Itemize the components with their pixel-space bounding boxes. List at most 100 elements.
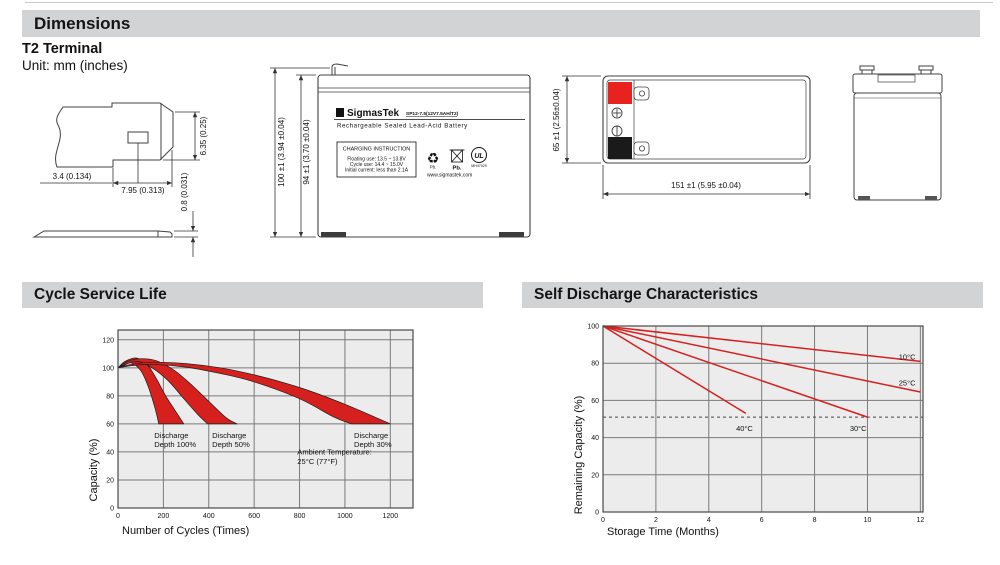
label-subtitle: Rechargeable Sealed Lead-Acid Battery [337, 123, 468, 130]
section-title: Cycle Service Life [34, 286, 167, 303]
dimension-drawings: 3.4 (0.134) 7.95 (0.313) 6.35 (0.25) 0.8… [32, 63, 943, 257]
y-tick-label: 20 [591, 472, 599, 479]
crossed-bin-pb-icon [449, 149, 465, 163]
chart-annotation: Discharge [354, 431, 388, 440]
temperature-line [602, 325, 868, 418]
temperature-label: 30°C [850, 424, 867, 433]
section-title: Dimensions [34, 13, 131, 33]
temperature-line [602, 325, 747, 415]
chart-annotation: Ambient Temperature: [297, 448, 372, 457]
terminal-type-heading: T2 Terminal [22, 41, 103, 57]
charging-line-3: Initial current: less than 2.1A [345, 168, 409, 174]
section-title: Self Discharge Characteristics [534, 286, 758, 303]
y-tick-label: 0 [110, 506, 114, 513]
x-tick-label: 400 [203, 513, 215, 520]
section-header-self-discharge: Self Discharge Characteristics [522, 282, 983, 308]
top-view-dimension-lines [562, 75, 811, 199]
sigma-logo-letter: Σ [338, 111, 342, 118]
x-tick-label: 1000 [337, 513, 353, 520]
dim-top-length: 151 ±1 (5.95 ±0.04) [671, 181, 741, 190]
negative-terminal-black [608, 137, 632, 159]
y-tick-label: 0 [595, 510, 599, 517]
end-terminal [918, 65, 934, 71]
chart-annotation: Discharge [212, 431, 246, 440]
temperature-label: 25°C [899, 379, 916, 388]
ul-mark-icon [471, 147, 487, 163]
x-tick-label: 2 [654, 517, 658, 524]
negative-faston-tab [633, 141, 650, 156]
battery-end-view [852, 65, 943, 201]
dim-case-height: 94 ±1 (3.70 ±0.04) [302, 119, 311, 185]
dim-hole-offset: 3.4 (0.134) [53, 172, 92, 181]
plot-area [603, 326, 923, 512]
charging-line-2: Cycle use: 14.4 ~ 15.0V [350, 162, 404, 168]
x-tick-label: 1200 [383, 513, 399, 520]
sigma-logo-icon [336, 108, 344, 117]
terminal-dimension-lines [40, 111, 200, 257]
y-tick-label: 20 [106, 477, 114, 484]
x-tick-label: 0 [601, 517, 605, 524]
end-terminal [859, 65, 875, 71]
charging-line-1: Floating use: 13.5 ~ 13.8V [347, 157, 406, 163]
cycle-service-life-chart: 0 200 400 600 800 1000 1200 0 20 40 60 80 100 120 Disc… [88, 329, 414, 537]
chart-annotation: Depth 30% [354, 440, 392, 449]
temperature-label: 10°C [899, 352, 916, 361]
y-tick-label: 60 [591, 398, 599, 405]
top-divider [25, 2, 993, 3]
temperature-line [602, 325, 921, 363]
x-tick-label: 600 [248, 513, 260, 520]
battery-label: Σ SigmasTek SP12-7.5(12V7.5AH/T2) Rechar… [334, 108, 525, 179]
y-tick-label: 80 [591, 361, 599, 368]
battery-foot [858, 196, 870, 200]
battery-top-view [602, 75, 811, 164]
chart-annotation: Depth 50% [212, 440, 250, 449]
y-axis-title: Remaining Capacity (%) [573, 396, 585, 515]
y-tick-label: 40 [106, 449, 114, 456]
unit-note: Unit: mm (inches) [22, 58, 128, 73]
chart-annotation: Depth 100% [154, 440, 196, 449]
x-tick-label: 0 [116, 513, 120, 520]
chart-annotation: 25°C (77°F) [297, 457, 338, 466]
recycle-pb-text: Pb. [430, 165, 436, 170]
dim-top-width: 65 ±1 (2.56±0.04) [552, 88, 561, 151]
battery-foot [499, 232, 524, 237]
battery-foot [321, 232, 346, 237]
recycle-pb-icon: ♻ [427, 151, 440, 167]
bin-pb-text: Pb. [452, 166, 461, 172]
front-view-dimension-lines [270, 67, 330, 238]
self-discharge-chart: 0 2 4 6 8 10 12 0 20 40 60 80 100 10°C 25°C 30°C 40°C Sto… [573, 324, 924, 539]
charging-instruction-box [336, 141, 417, 178]
x-axis-title: Number of Cycles (Times) [122, 525, 249, 537]
y-tick-label: 100 [587, 324, 599, 331]
dim-terminal-width: 7.95 (0.313) [121, 186, 164, 195]
terminal-detail-drawing [32, 102, 174, 238]
model-number: SP12-7.5(12V7.5AH/T2) [406, 111, 459, 117]
dim-overall-height: 100 ±1 (3.94 ±0.04) [277, 117, 286, 187]
y-tick-label: 60 [106, 421, 114, 428]
terminal-hole [127, 131, 149, 144]
minus-terminal-icon [611, 125, 623, 137]
x-tick-label: 800 [294, 513, 306, 520]
x-tick-label: 8 [813, 517, 817, 524]
plus-terminal-icon [611, 107, 623, 119]
dim-terminal-thickness: 0.8 (0.031) [180, 172, 189, 211]
brand-name: SigmasTek [347, 108, 399, 119]
y-tick-label: 80 [106, 393, 114, 400]
x-tick-label: 10 [864, 517, 872, 524]
discharge-depth-band [117, 357, 185, 425]
x-axis-title: Storage Time (Months) [607, 526, 719, 538]
x-tick-label: 6 [760, 517, 764, 524]
y-tick-label: 40 [591, 435, 599, 442]
battery-foot [925, 196, 937, 200]
discharge-depth-band [117, 361, 391, 425]
dim-terminal-height: 6.35 (0.25) [199, 116, 208, 155]
section-header-dimensions: Dimensions [22, 10, 980, 37]
website-text: www.sigmastek.com [427, 173, 472, 179]
ul-file-number: MH47929 [471, 164, 487, 168]
positive-terminal-red [608, 82, 632, 104]
section-header-cycle-life: Cycle Service Life [22, 282, 483, 308]
positive-faston-tab [633, 86, 650, 101]
temperature-label: 40°C [736, 424, 753, 433]
battery-front-view [317, 63, 531, 238]
